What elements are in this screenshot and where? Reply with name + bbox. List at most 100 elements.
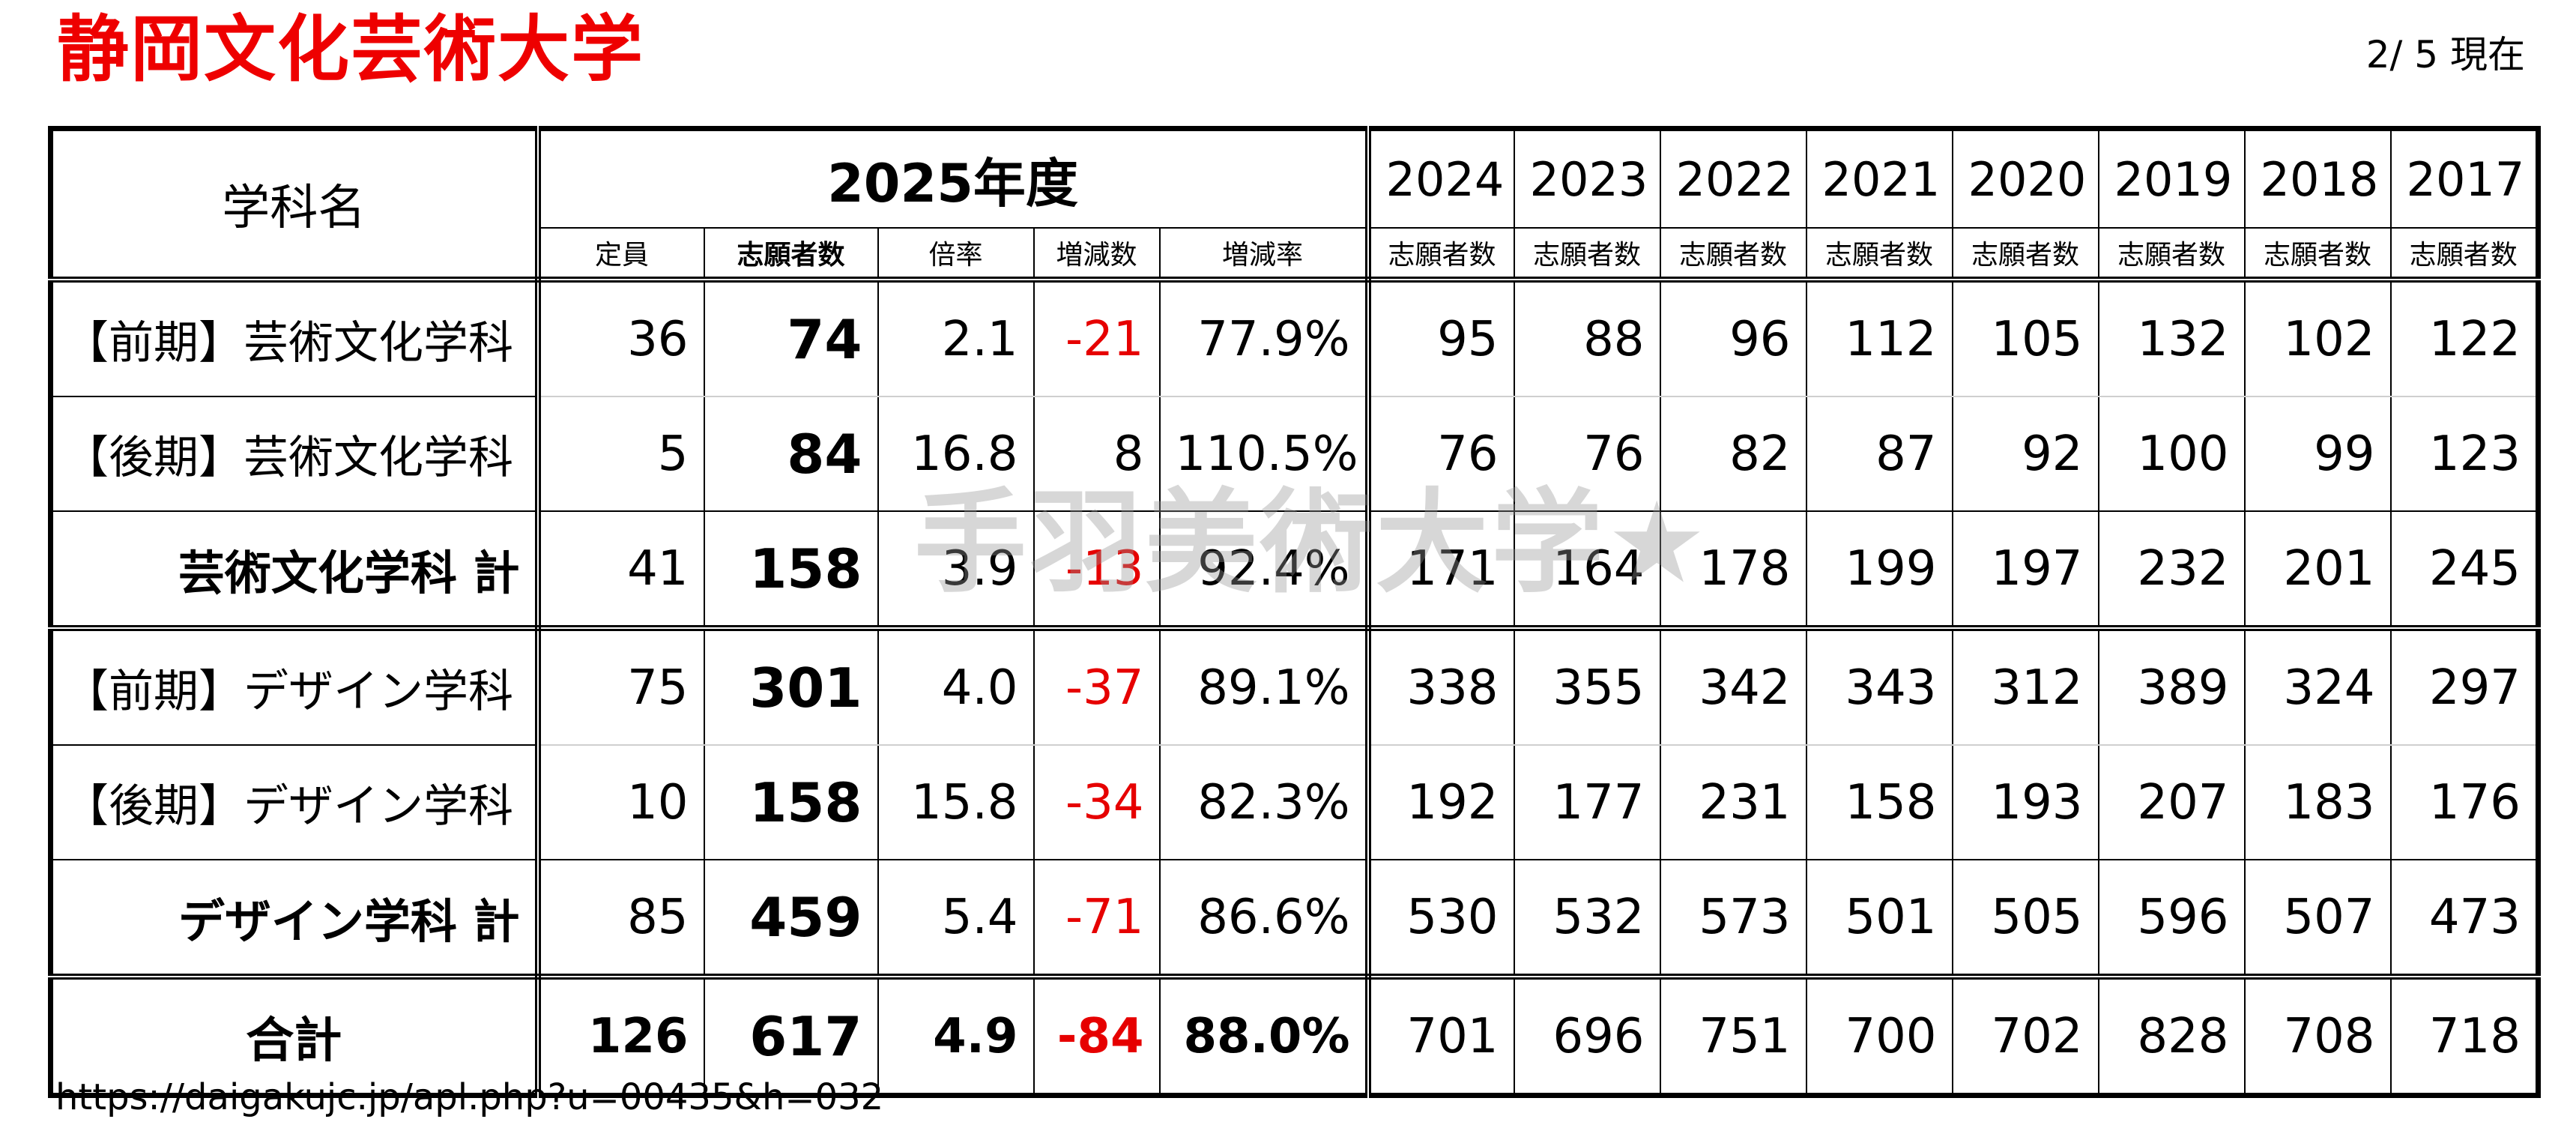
dept-name-cell: 【前期】芸術文化学科 — [50, 280, 541, 397]
quota-cell: 126 — [537, 977, 705, 1097]
history-cell: 505 — [1952, 860, 2099, 980]
applicant-table-container: 学科名 2025年度 2024 2023 2022 2021 2020 2019… — [48, 126, 2542, 1098]
page-title: 静岡文化芸術大学 — [57, 7, 644, 91]
applicants-cell: 158 — [704, 745, 879, 860]
history-cell: 507 — [2244, 860, 2392, 980]
history-cell: 105 — [1952, 280, 2099, 397]
year-sub-header: 志願者数 — [1660, 228, 1807, 283]
quota-cell: 75 — [537, 628, 705, 746]
history-cell: 76 — [1367, 396, 1515, 512]
ratio-cell: 5.4 — [877, 860, 1035, 980]
table-row: 【前期】芸術文化学科 36 74 2.1 -21 77.9% 95 88 96 112 105 132… — [50, 280, 2539, 397]
history-cell: 177 — [1514, 745, 1661, 860]
applicants-cell: 84 — [704, 396, 879, 512]
year-header-2017: 2017 — [2390, 128, 2539, 229]
rate-cell: 77.9% — [1159, 280, 1371, 397]
history-cell: 696 — [1514, 977, 1661, 1097]
change-cell: -34 — [1033, 745, 1161, 860]
history-cell: 207 — [2098, 745, 2246, 860]
change-cell: -71 — [1033, 860, 1161, 980]
header-row-years: 学科名 2025年度 2024 2023 2022 2021 2020 2019… — [50, 128, 2539, 283]
history-cell: 751 — [1660, 977, 1807, 1097]
subtotal-row: デザイン学科 計 85 459 5.4 -71 86.6% 530 532 573 501 505 5… — [50, 860, 2539, 980]
dept-name-cell: デザイン学科 計 — [50, 860, 541, 980]
total-row: 合計 126 617 4.9 -84 88.0% 701 696 751 700 702 828 708… — [50, 977, 2539, 1097]
subtotal-row: 芸術文化学科 計 41 158 3.9 -13 92.4% 171 164 178 199 197 2… — [50, 511, 2539, 631]
history-cell: 193 — [1952, 745, 2099, 860]
change-header: 増減数 — [1033, 228, 1161, 283]
history-cell: 164 — [1514, 511, 1661, 631]
year-sub-header: 志願者数 — [1952, 228, 2099, 283]
ratio-cell: 16.8 — [877, 396, 1035, 512]
dept-name-cell: 【後期】芸術文化学科 — [50, 396, 541, 512]
history-cell: 183 — [2244, 745, 2392, 860]
year-sub-header: 志願者数 — [2244, 228, 2392, 283]
change-cell: -21 — [1033, 280, 1161, 397]
applicants-header: 志願者数 — [704, 228, 879, 283]
history-cell: 176 — [2390, 745, 2539, 860]
dept-header: 学科名 — [50, 128, 541, 283]
rate-cell: 92.4% — [1159, 511, 1371, 631]
history-cell: 96 — [1660, 280, 1807, 397]
year-header-2018: 2018 — [2244, 128, 2392, 229]
year-sub-header: 志願者数 — [2098, 228, 2246, 283]
history-cell: 122 — [2390, 280, 2539, 397]
change-cell: 8 — [1033, 396, 1161, 512]
year-header-2024: 2024 — [1367, 128, 1515, 229]
dept-name-cell: 合計 — [50, 977, 541, 1097]
table-row: 【前期】デザイン学科 75 301 4.0 -37 89.1% 338 355 342 343 31… — [50, 628, 2539, 746]
history-cell: 87 — [1806, 396, 1953, 512]
history-cell: 82 — [1660, 396, 1807, 512]
as-of-date: 2/ 5 現在 — [2365, 33, 2525, 76]
history-cell: 573 — [1660, 860, 1807, 980]
year-header-2022: 2022 — [1660, 128, 1807, 229]
history-cell: 342 — [1660, 628, 1807, 746]
current-year-header: 2025年度 — [537, 128, 1371, 229]
year-header-2023: 2023 — [1514, 128, 1661, 229]
history-cell: 132 — [2098, 280, 2246, 397]
history-cell: 708 — [2244, 977, 2392, 1097]
history-cell: 95 — [1367, 280, 1515, 397]
history-cell: 338 — [1367, 628, 1515, 746]
history-cell: 389 — [2098, 628, 2246, 746]
history-cell: 102 — [2244, 280, 2392, 397]
year-sub-header: 志願者数 — [2390, 228, 2539, 283]
rate-cell: 86.6% — [1159, 860, 1371, 980]
applicants-cell: 301 — [704, 628, 879, 746]
ratio-cell: 15.8 — [877, 745, 1035, 860]
ratio-cell: 4.0 — [877, 628, 1035, 746]
change-cell: -13 — [1033, 511, 1161, 631]
change-cell: -37 — [1033, 628, 1161, 746]
history-cell: 532 — [1514, 860, 1661, 980]
applicants-cell: 74 — [704, 280, 879, 397]
history-cell: 192 — [1367, 745, 1515, 860]
rate-cell: 88.0% — [1159, 977, 1371, 1097]
quota-cell: 5 — [537, 396, 705, 512]
year-sub-header: 志願者数 — [1367, 228, 1515, 283]
history-cell: 158 — [1806, 745, 1953, 860]
history-cell: 99 — [2244, 396, 2392, 512]
history-cell: 473 — [2390, 860, 2539, 980]
history-cell: 100 — [2098, 396, 2246, 512]
quota-cell: 41 — [537, 511, 705, 631]
quota-cell: 10 — [537, 745, 705, 860]
dept-name-cell: 【前期】デザイン学科 — [50, 628, 541, 746]
history-cell: 718 — [2390, 977, 2539, 1097]
history-cell: 232 — [2098, 511, 2246, 631]
table-row: 【後期】芸術文化学科 5 84 16.8 8 110.5% 76 76 82 87 92 100 99 1… — [50, 396, 2539, 512]
change-cell: -84 — [1033, 977, 1161, 1097]
header-row-labels: 定員 志願者数 倍率 増減数 増減率 志願者数 志願者数 志願者数 志願者数 志… — [51, 228, 2539, 283]
dept-name-cell: 芸術文化学科 計 — [50, 511, 541, 631]
history-cell: 297 — [2390, 628, 2539, 746]
history-cell: 199 — [1806, 511, 1953, 631]
history-cell: 171 — [1367, 511, 1515, 631]
year-sub-header: 志願者数 — [1806, 228, 1953, 283]
source-url: https://daigakujc.jp/apl.php?u=00435&h=0… — [55, 1076, 884, 1118]
year-header-2021: 2021 — [1806, 128, 1953, 229]
applicants-cell: 158 — [704, 511, 879, 631]
rate-cell: 82.3% — [1159, 745, 1371, 860]
history-cell: 700 — [1806, 977, 1953, 1097]
history-cell: 312 — [1952, 628, 2099, 746]
history-cell: 178 — [1660, 511, 1807, 631]
rate-header: 増減率 — [1159, 228, 1371, 283]
